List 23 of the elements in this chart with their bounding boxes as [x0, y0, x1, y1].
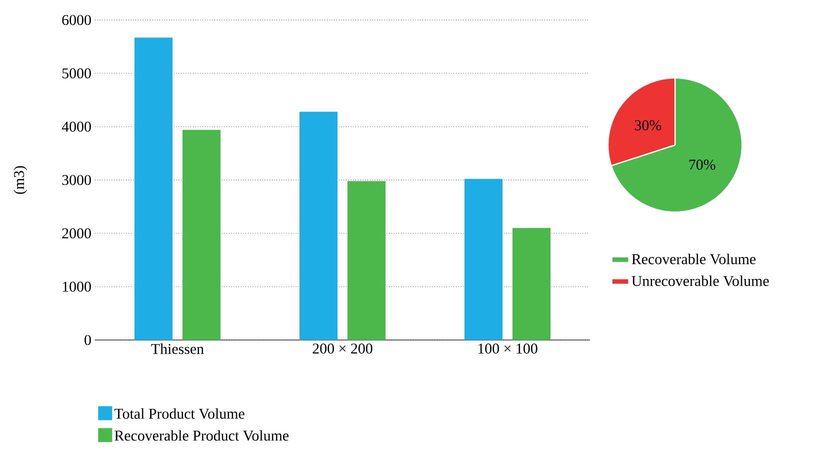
legend-label: Recoverable Product Volume [114, 430, 289, 441]
y-tick-label: 2000 [62, 228, 91, 238]
data-label: 70% [689, 160, 716, 170]
y-tick-label: 0 [84, 334, 91, 346]
x-tick-label: 200 × 200 [312, 344, 372, 354]
bar [464, 178, 502, 340]
bar [134, 38, 172, 340]
legend-label: Recoverable Volume [632, 254, 756, 264]
bar [512, 228, 551, 340]
y-tick-label: 5000 [62, 68, 91, 78]
data-label: 30% [634, 120, 662, 130]
bar [300, 112, 338, 340]
y-axis-title: (m3) [14, 166, 28, 194]
y-tick-label: 3000 [62, 174, 91, 186]
bar [348, 181, 386, 340]
x-tick-label: 100 × 100 [478, 344, 538, 354]
y-tick-label: 6000 [62, 14, 91, 26]
y-tick-label: 1000 [62, 282, 91, 292]
legend-label: Unrecoverable Volume [632, 276, 769, 286]
y-tick-label: 4000 [62, 122, 91, 132]
bar [182, 130, 220, 340]
legend-label: Total Product Volume [114, 408, 244, 419]
x-tick-label: Thiessen [151, 344, 204, 354]
